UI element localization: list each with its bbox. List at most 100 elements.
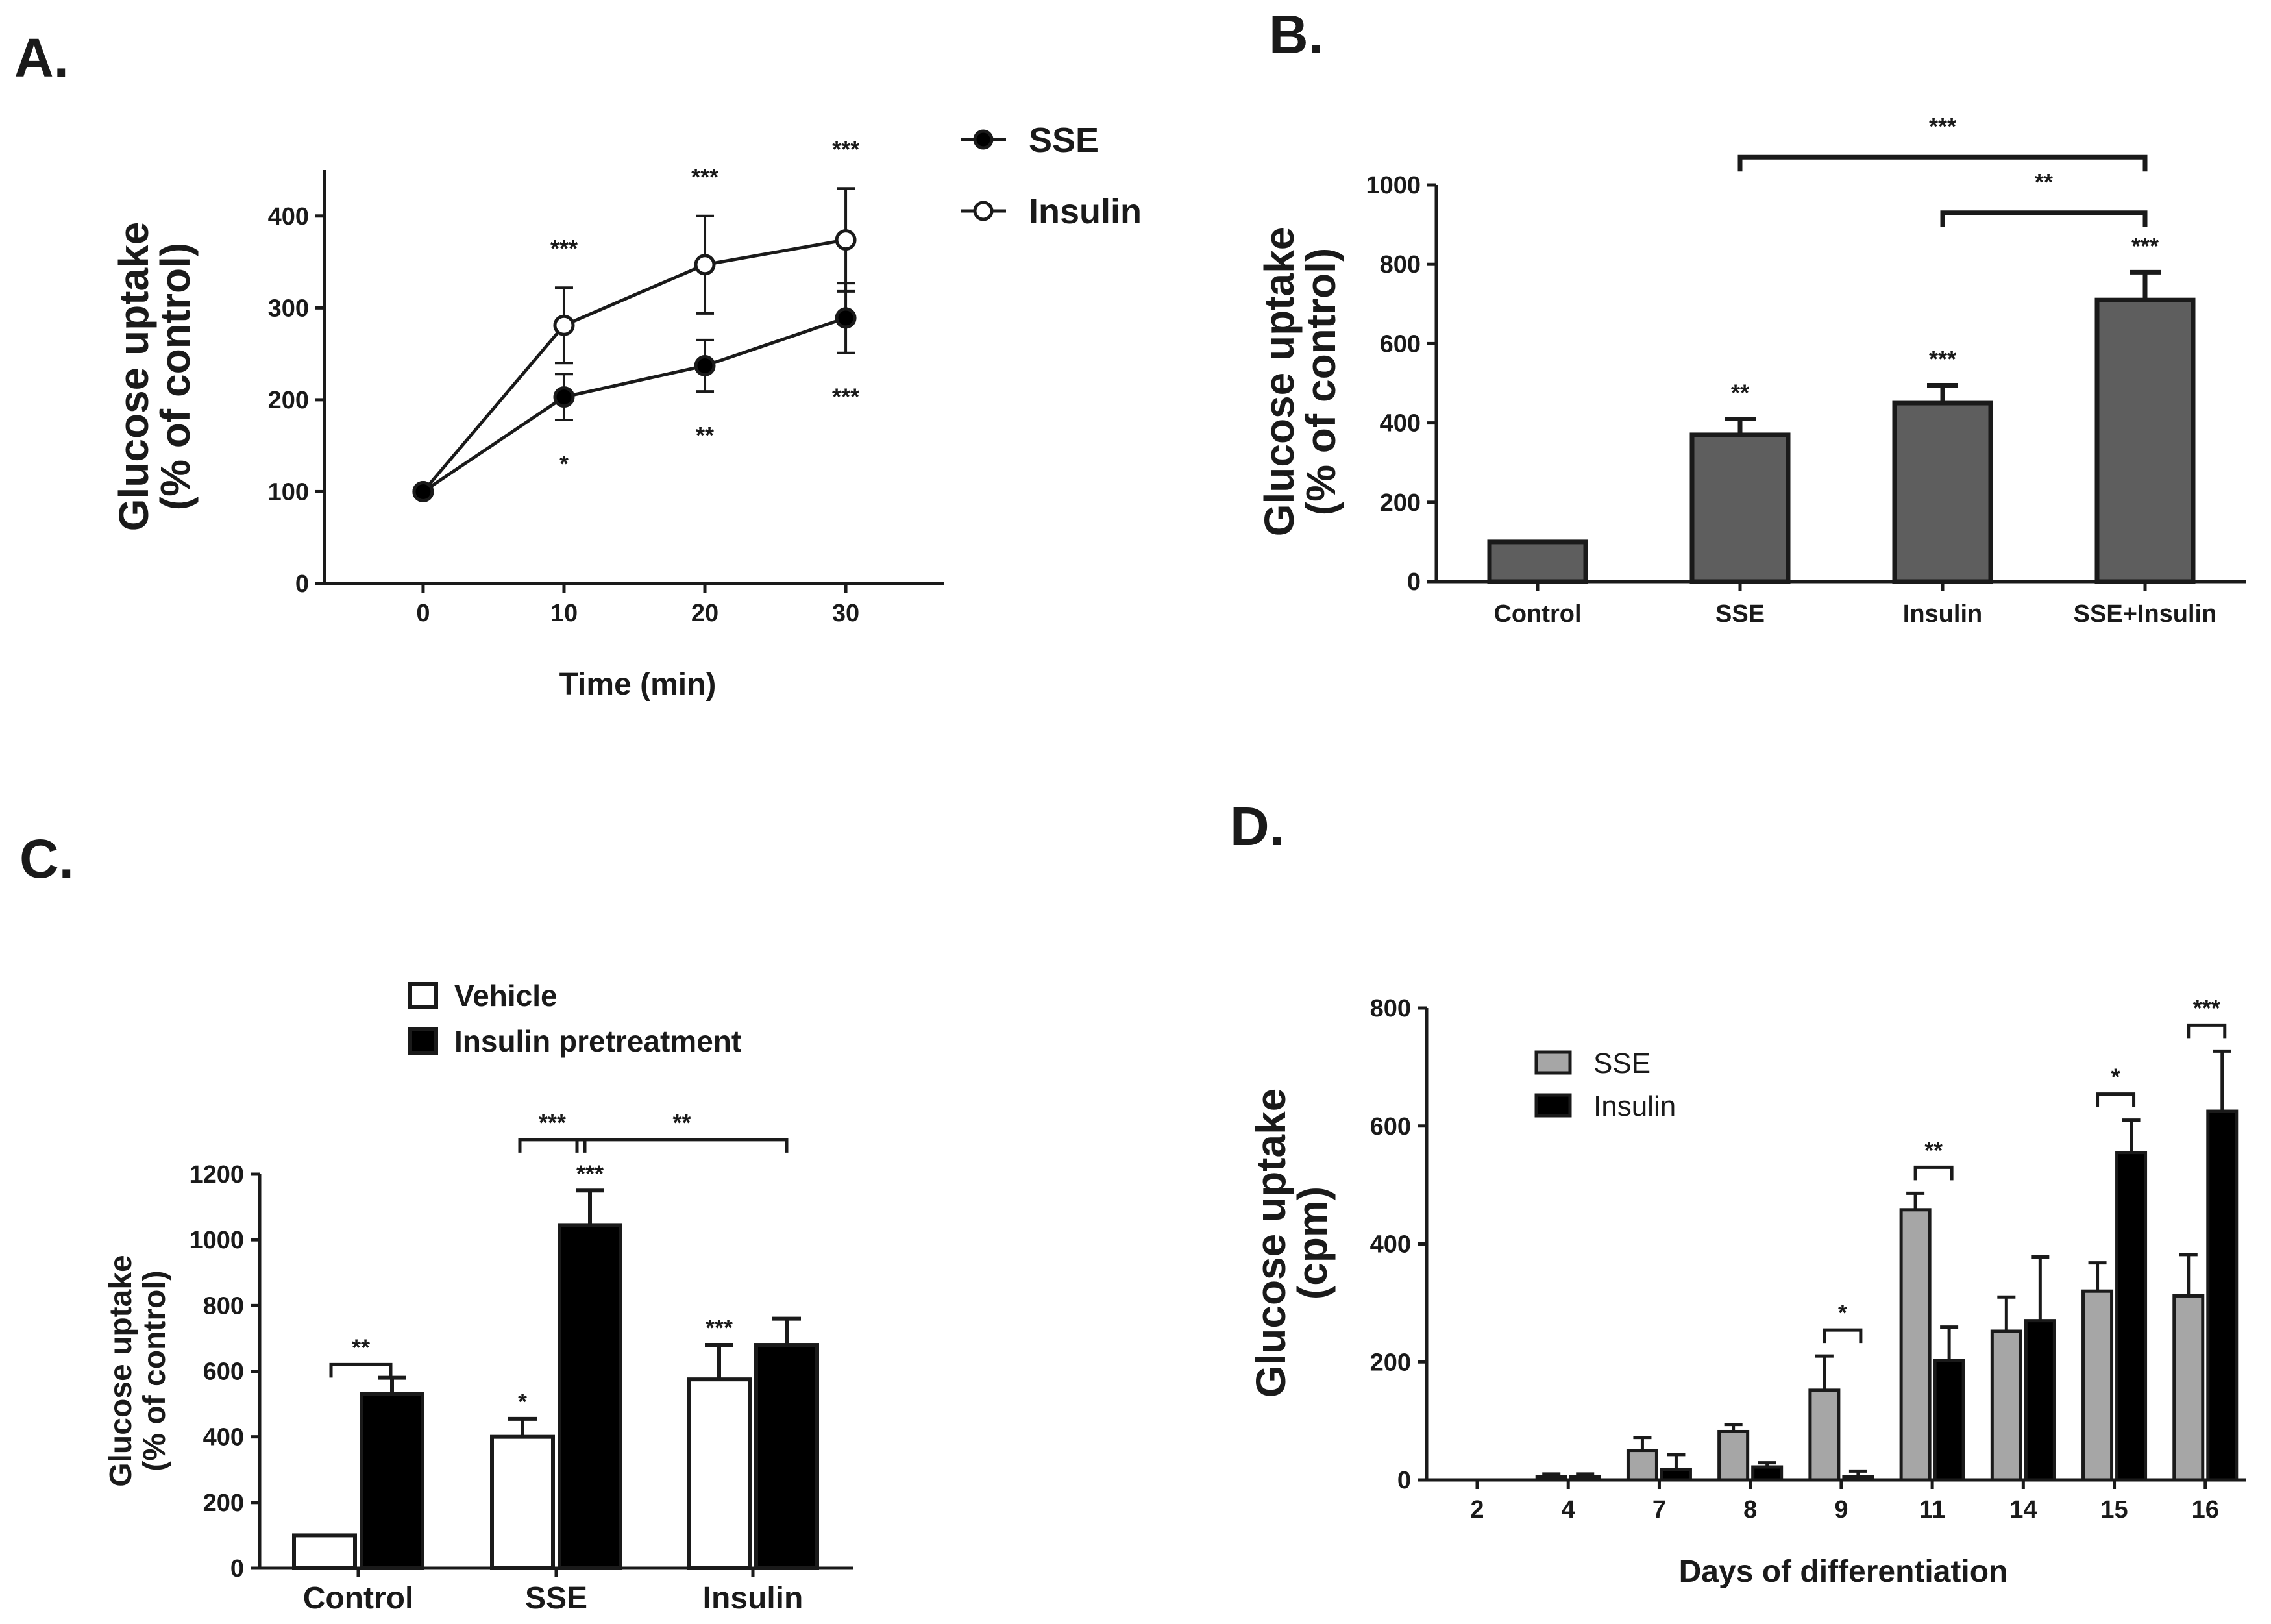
panel-b-x-tick-label: SSE <box>1715 600 1765 628</box>
panel-a-legend-marker-insulin <box>973 201 994 221</box>
panel-d-bar-sse <box>1808 1388 1841 1482</box>
panel-b-y-label-line2: (% of control) <box>1297 248 1344 515</box>
panel-c-y-tick-label: 200 <box>203 1490 244 1517</box>
panel-d-x-tick-label: 2 <box>1470 1496 1484 1523</box>
panel-d-bar-sse <box>2081 1289 2114 1482</box>
panel-d-bar-sse <box>1626 1449 1658 1482</box>
panel-a-legend-label-sse: SSE <box>1029 121 1099 160</box>
panel-a-x-tick-label: 30 <box>832 600 859 627</box>
panel-a-x-label: Time (min) <box>559 667 717 702</box>
panel-b-significance: *** <box>2131 232 2159 259</box>
panel-b-bar-sse-insulin <box>2094 297 2196 584</box>
panel-c-y-tick-label: 0 <box>230 1555 244 1582</box>
panel-b-significance: *** <box>1929 346 1956 373</box>
panel-c-letter: C. <box>19 828 74 889</box>
panel-a-x-tick-label: 0 <box>416 600 430 627</box>
panel-d-y-label-line2: (cpm) <box>1289 1187 1336 1299</box>
panel-d-bar-insulin <box>1933 1359 1965 1482</box>
panel-a-significance: *** <box>832 384 859 410</box>
panel-d-bar-insulin <box>2206 1109 2239 1482</box>
panel-d-y-tick-label: 0 <box>1397 1467 1411 1494</box>
panel-d-x-tick-label: 11 <box>1919 1496 1945 1523</box>
panel-a-legend-label-insulin: Insulin <box>1029 192 1142 231</box>
panel-c-bracket-label: ** <box>352 1334 370 1360</box>
panel-a-point-insulin <box>694 254 716 276</box>
panel-d-bracket-label: *** <box>2193 994 2220 1021</box>
panel-a: A. 0 100 200 300 400 0 10 20 30 Time (min) Glucose… <box>14 27 1142 702</box>
panel-b-comparison-bracket <box>1940 210 2148 227</box>
panel-b-y-tick-label: 800 <box>1380 251 1421 278</box>
panel-c-x-tick-label: SSE <box>525 1581 587 1616</box>
panel-d-bracket-label: * <box>1838 1299 1847 1326</box>
panel-a-point-insulin <box>553 314 575 336</box>
panel-d: D. 0 200 400 600 800 Glucose uptake(cpm) Days … <box>1230 796 2246 1589</box>
panel-d-x-label: Days of differentiation <box>1679 1555 2008 1589</box>
panel-d-y-tick-label: 800 <box>1370 995 1411 1022</box>
panel-a-significance: *** <box>550 235 578 262</box>
panel-a-series-line-insulin <box>422 238 846 493</box>
panel-b-significance: ** <box>1731 379 1749 406</box>
panel-d-x-tick-label: 16 <box>2192 1496 2219 1523</box>
panel-d-bar-insulin <box>1660 1468 1692 1482</box>
panel-c-significance: * <box>518 1388 527 1415</box>
panel-c-bar-vehicle <box>292 1533 357 1571</box>
panel-c-y-tick-label: 600 <box>203 1359 244 1386</box>
panel-d-bar-insulin <box>1842 1475 1874 1482</box>
panel-d-letter: D. <box>1230 796 1284 857</box>
panel-a-y-tick-label: 300 <box>268 295 309 322</box>
panel-b-x-tick-label: Insulin <box>1903 600 1982 628</box>
panel-a-point-insulin <box>835 229 857 251</box>
panel-d-legend-swatch-sse <box>1534 1050 1572 1075</box>
panel-b-bracket-label: *** <box>1929 113 1956 140</box>
panel-a-x-tick-label: 20 <box>691 600 718 627</box>
panel-a-series-line-sse <box>422 316 846 493</box>
panel-c-y-label-line2: (% of control) <box>138 1270 172 1471</box>
panel-d-bar-sse <box>2172 1294 2205 1482</box>
panel-d-bar-insulin <box>2024 1319 2056 1482</box>
panel-d-comparison-bracket <box>1823 1328 1863 1344</box>
panel-c-bracket-label: ** <box>672 1109 691 1136</box>
panel-c-y-tick-label: 800 <box>203 1292 244 1320</box>
panel-b-x-tick-label: Control <box>1493 600 1581 628</box>
panel-d-y-tick-label: 200 <box>1370 1349 1411 1376</box>
panel-c-significance: *** <box>706 1314 733 1341</box>
panel-a-y-tick-label: 0 <box>295 571 309 598</box>
panel-d-x-tick-label: 9 <box>1834 1496 1848 1523</box>
panel-d-x-tick-label: 7 <box>1652 1496 1666 1523</box>
panel-c-legend-swatch-vehicle <box>408 982 438 1009</box>
panel-a-y-label-line1: Glucose uptake <box>110 222 157 532</box>
panel-d-comparison-bracket <box>2096 1092 2136 1107</box>
panel-c-bar-insulin-pretreatment <box>558 1223 622 1570</box>
panel-a-y-tick-label: 100 <box>268 478 309 506</box>
panel-a-y-tick-label: 400 <box>268 203 309 230</box>
panel-d-comparison-bracket <box>1913 1165 1954 1181</box>
panel-c-legend-label: Vehicle <box>454 979 558 1013</box>
panel-d-legend-swatch-insulin <box>1534 1093 1572 1118</box>
panel-d-x-tick-label: 15 <box>2100 1496 2128 1523</box>
panel-d-x-tick-label: 8 <box>1743 1496 1757 1523</box>
panel-a-x-tick-label: 10 <box>550 600 578 627</box>
panel-b-bar-sse <box>1689 432 1791 584</box>
panel-c-comparison-bracket <box>518 1138 587 1153</box>
panel-a-significance: *** <box>691 164 718 190</box>
panel-c-comparison-bracket <box>329 1362 393 1378</box>
panel-b-x-tick-label: SSE+Insulin <box>2074 600 2217 628</box>
panel-d-bar-insulin <box>1569 1475 1601 1482</box>
panel-c-y-tick-label: 1200 <box>189 1161 244 1188</box>
panel-a-y-label-line2: (% of control) <box>152 243 199 510</box>
panel-b-comparison-bracket <box>1737 154 2148 172</box>
panel-c-x-tick-label: Control <box>303 1581 414 1616</box>
panel-d-y-label-line1: Glucose uptake <box>1247 1089 1294 1398</box>
panel-a-y-tick-label: 200 <box>268 387 309 414</box>
panel-c: C. 0 200 400 600 800 1000 1200 Glucose uptake (%… <box>19 828 853 1616</box>
panel-c-y-label-line1: Glucose uptake <box>104 1255 138 1486</box>
panel-a-point-sse <box>553 386 575 408</box>
panel-d-bracket-label: * <box>2111 1064 2120 1090</box>
panel-c-x-tick-label: Insulin <box>703 1581 804 1616</box>
panel-b: B. 0 200 400 600 800 1000 Glucose uptake(% of … <box>1256 4 2246 628</box>
panel-d-y-tick-label: 600 <box>1370 1113 1411 1140</box>
panel-c-bar-vehicle <box>687 1377 752 1570</box>
panel-b-bar-insulin <box>1892 400 1993 584</box>
panel-a-point-sse <box>694 355 716 377</box>
panel-b-letter: B. <box>1269 4 1323 65</box>
